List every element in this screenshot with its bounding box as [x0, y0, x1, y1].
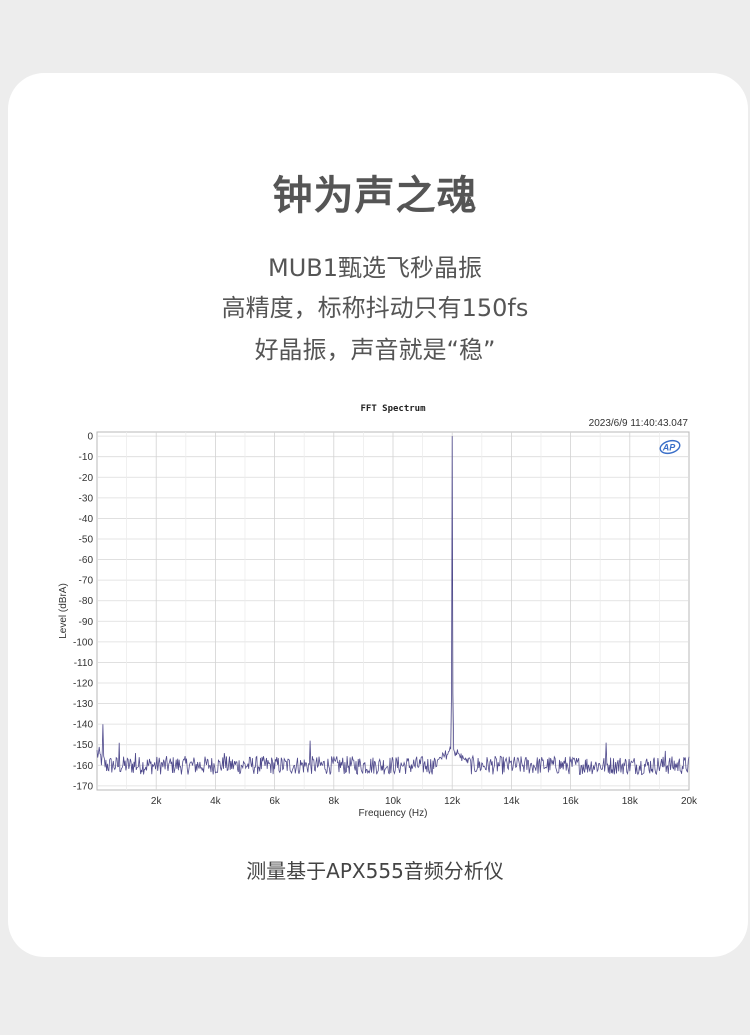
x-tick-label: 10k [385, 796, 402, 807]
subtitle-line-3: 好晶振，声音就是“稳” [254, 336, 496, 364]
caption: 测量基于APX555音频分析仪 [246, 859, 504, 883]
y-tick-label: -160 [73, 761, 93, 772]
subtitle-line-2: 高精度，标称抖动只有150fs [221, 294, 529, 322]
chart-title: FFT Spectrum [360, 404, 426, 414]
y-tick-label: 0 [87, 432, 93, 443]
y-tick-label: -100 [73, 637, 93, 648]
y-axis-label: Level (dBrA) [58, 583, 69, 639]
x-tick-label: 6k [269, 796, 281, 807]
chart-timestamp: 2023/6/9 11:40:43.047 [589, 418, 689, 429]
ap-logo-text: AP [662, 443, 676, 453]
y-tick-labels: 0 -10 -20 -30 -40 -50 -60 -70 -80 -90 -100 -110 -120… [73, 432, 93, 793]
y-tick-label: -40 [79, 514, 94, 525]
x-tick-label: 12k [444, 796, 461, 807]
y-tick-label: -130 [73, 699, 93, 710]
x-tick-labels: 2k 4k 6k 8k 10k 12k 14k 16k 18k 20k [151, 796, 698, 807]
y-tick-label: -140 [73, 720, 93, 731]
ap-logo: AP [659, 439, 681, 455]
x-tick-label: 14k [503, 796, 520, 807]
y-tick-label: -90 [79, 617, 94, 628]
x-tick-label: 8k [329, 796, 341, 807]
y-tick-label: -80 [79, 596, 94, 607]
y-tick-label: -120 [73, 679, 93, 690]
x-tick-label: 4k [210, 796, 222, 807]
y-tick-label: -110 [74, 658, 94, 669]
y-tick-label: -30 [79, 493, 94, 504]
y-tick-label: -170 [73, 781, 93, 792]
spectrum-line [96, 436, 690, 776]
y-tick-label: -150 [73, 740, 93, 751]
y-tick-label: -20 [79, 473, 94, 484]
x-tick-label: 18k [622, 796, 639, 807]
y-tick-label: -10 [79, 452, 94, 463]
page-title: 钟为声之魂 [272, 173, 478, 219]
x-tick-label: 16k [563, 796, 580, 807]
y-tick-label: -70 [79, 576, 94, 587]
y-tick-label: -50 [79, 534, 94, 545]
grid [97, 432, 689, 790]
x-tick-label: 2k [151, 796, 163, 807]
x-tick-label: 20k [681, 796, 698, 807]
x-axis-label: Frequency (Hz) [359, 808, 428, 819]
subtitle-line-1: MUB1甄选飞秒晶振 [267, 254, 482, 282]
y-tick-label: -60 [79, 555, 94, 566]
